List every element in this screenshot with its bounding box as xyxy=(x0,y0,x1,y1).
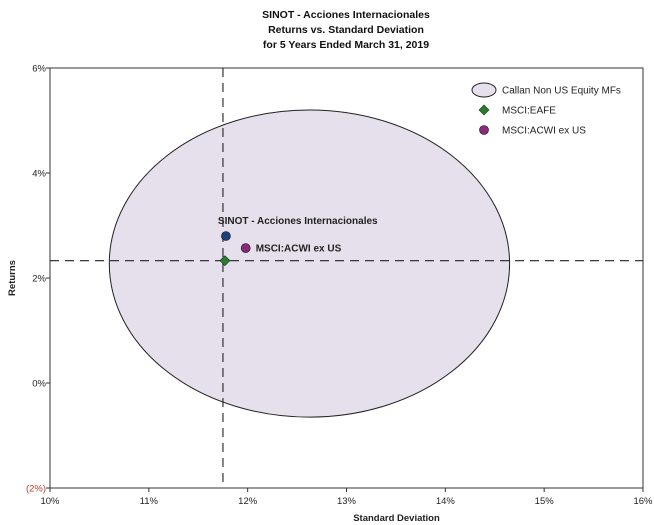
y-tick-label: 0% xyxy=(32,379,46,390)
chart-title-line-2: Returns vs. Standard Deviation xyxy=(268,24,424,36)
x-tick-label: 13% xyxy=(337,496,357,507)
y-tick-label: 6% xyxy=(32,64,46,75)
universe-ellipse xyxy=(108,109,511,418)
chart-title-line-3: for 5 Years Ended March 31, 2019 xyxy=(262,39,430,51)
x-axis-label: Standard Deviation xyxy=(353,513,440,524)
sinot-acciones-internacionales-point xyxy=(221,231,231,241)
legend-msci-eafe-label: MSCI:EAFE xyxy=(502,106,556,117)
x-tick-label: 16% xyxy=(633,496,653,507)
legend-callan-non-us-equity-mfs-marker xyxy=(471,82,497,98)
x-tick-label: 12% xyxy=(238,496,258,507)
chart-title-line-1: SINOT - Acciones Internacionales xyxy=(262,9,430,21)
legend-callan-non-us-equity-mfs-label: Callan Non US Equity MFs xyxy=(502,86,621,97)
x-tick-label: 10% xyxy=(40,496,60,507)
point-label-sinot: SINOT - Acciones Internacionales xyxy=(218,216,378,227)
y-tick-label: (2%) xyxy=(26,484,46,495)
x-tick-label: 15% xyxy=(535,496,555,507)
y-tick-label: 4% xyxy=(32,169,46,180)
msci-eafe-point xyxy=(219,255,231,267)
y-axis-label: Returns xyxy=(7,260,18,296)
legend-msci-eafe-marker xyxy=(478,104,490,116)
legend-msci-acwi-ex-us-label: MSCI:ACWI ex US xyxy=(502,126,586,137)
point-label-msci-acwi-ex-us: MSCI:ACWI ex US xyxy=(256,244,342,255)
msci-acwi-ex-us-point xyxy=(240,243,251,253)
x-tick-label: 11% xyxy=(140,496,159,507)
y-tick-label: 2% xyxy=(32,274,46,285)
legend-msci-acwi-ex-us-marker xyxy=(479,125,489,135)
x-tick-label: 14% xyxy=(436,496,456,507)
